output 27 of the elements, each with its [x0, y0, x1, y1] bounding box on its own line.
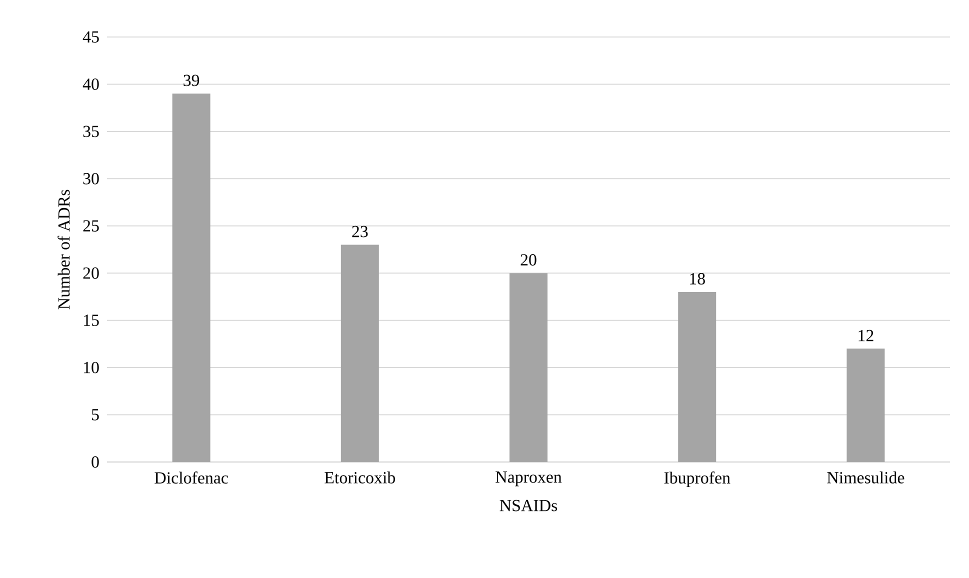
bar: [846, 348, 885, 462]
x-tick-label: Ibuprofen: [664, 472, 730, 488]
bar: [172, 94, 210, 462]
x-tick-label: Etoricoxib: [324, 472, 396, 484]
data-label: 20: [520, 254, 536, 266]
y-axis-title: Number of ADRs: [58, 190, 70, 310]
bar: [678, 292, 716, 462]
y-tick-label: 30: [83, 172, 99, 184]
y-tick-label: 10: [84, 362, 99, 374]
data-label: 18: [690, 273, 705, 284]
y-tick-label: 5: [92, 409, 99, 420]
x-tick-label: Nimesulide: [827, 472, 904, 484]
x-axis-title: NSAIDs: [500, 500, 558, 512]
data-label: 12: [858, 330, 874, 342]
y-tick-label: 40: [82, 78, 99, 90]
y-tick-label: 20: [83, 267, 99, 279]
bar: [510, 273, 548, 462]
y-tick-label: 45: [82, 31, 99, 43]
x-tick-label: Naproxen: [496, 472, 562, 486]
y-tick-label: 35: [83, 126, 99, 138]
y-tick-label: 25: [83, 220, 99, 232]
x-tick-label: Diclofenac: [154, 472, 228, 484]
y-tick-label: 15: [84, 314, 99, 326]
data-label: 23: [352, 226, 368, 238]
bar: [340, 244, 379, 462]
y-tick-label: 0: [92, 456, 99, 468]
data-label: 39: [184, 74, 200, 86]
